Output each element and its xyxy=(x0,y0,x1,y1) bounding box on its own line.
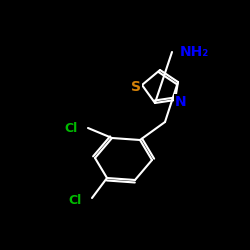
Text: Cl: Cl xyxy=(65,122,78,134)
Text: Cl: Cl xyxy=(69,194,82,207)
Text: N: N xyxy=(175,95,187,109)
Text: S: S xyxy=(131,80,141,94)
Text: NH₂: NH₂ xyxy=(180,45,209,59)
